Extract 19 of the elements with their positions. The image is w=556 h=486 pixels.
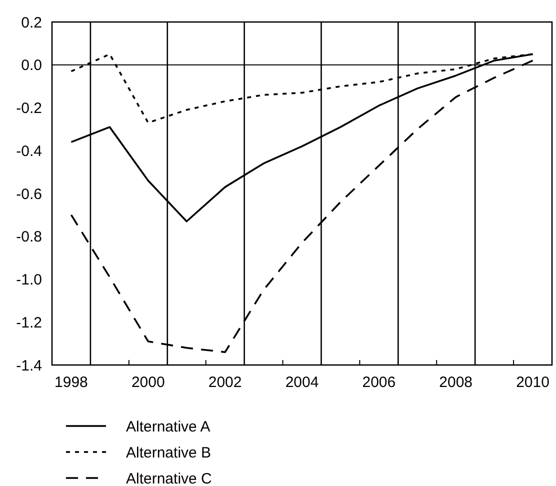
legend-label: Alternative A — [126, 418, 210, 436]
y-tick-label: -0.6 — [16, 186, 42, 203]
x-tick-label: 1998 — [54, 374, 88, 391]
y-tick-label: -0.4 — [16, 142, 42, 160]
x-tick-label: 2008 — [439, 374, 473, 391]
y-tick-label: -0.8 — [16, 228, 42, 246]
x-tick-label: 2004 — [285, 374, 319, 391]
x-tick-label: 2002 — [208, 374, 242, 391]
x-tick-label: 2010 — [516, 374, 550, 391]
y-tick-label: -1.0 — [16, 272, 42, 288]
y-tick-label: -1.2 — [16, 314, 42, 332]
y-tick-label: 0.2 — [21, 14, 42, 32]
y-tick-label: -0.2 — [16, 100, 42, 117]
legend-label: Alternative B — [126, 444, 212, 462]
x-tick-label: 2000 — [131, 374, 165, 391]
x-tick-label: 2006 — [362, 374, 396, 391]
legend-label: Alternative C — [126, 470, 212, 486]
y-tick-label: 0.0 — [21, 57, 42, 74]
y-tick-label: -1.4 — [16, 357, 42, 374]
